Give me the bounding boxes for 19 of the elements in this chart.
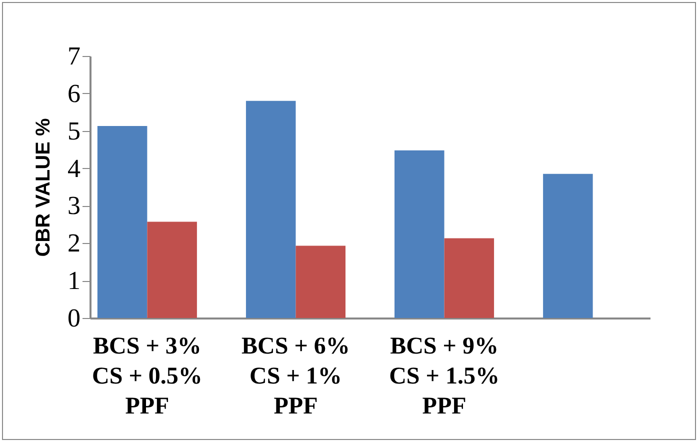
x-tick-label: BCS + 3% CS + 0.5% PPF bbox=[92, 334, 202, 420]
y-tick-label: 1 bbox=[68, 266, 80, 296]
bar bbox=[147, 222, 197, 318]
y-tick-label: 4 bbox=[68, 154, 80, 183]
bar bbox=[444, 238, 494, 318]
y-axis-title: CBR VALUE % bbox=[32, 118, 54, 257]
y-tick-label: 7 bbox=[68, 42, 80, 70]
bar bbox=[543, 174, 593, 318]
y-tick-label: 0 bbox=[68, 304, 80, 332]
bar bbox=[394, 150, 444, 318]
x-tick-label: BCS + 9% CS + 1.5% PPF bbox=[389, 334, 500, 420]
y-tick-label: 5 bbox=[68, 116, 80, 146]
x-tick-label: BCS + 6% CS + 1% PPF bbox=[242, 334, 350, 420]
y-tick-label: 2 bbox=[68, 228, 80, 258]
y-tick-label: 6 bbox=[68, 78, 80, 108]
bar bbox=[296, 246, 346, 318]
y-tick-label: 3 bbox=[68, 191, 80, 220]
bar bbox=[97, 126, 148, 318]
bar bbox=[246, 100, 296, 318]
